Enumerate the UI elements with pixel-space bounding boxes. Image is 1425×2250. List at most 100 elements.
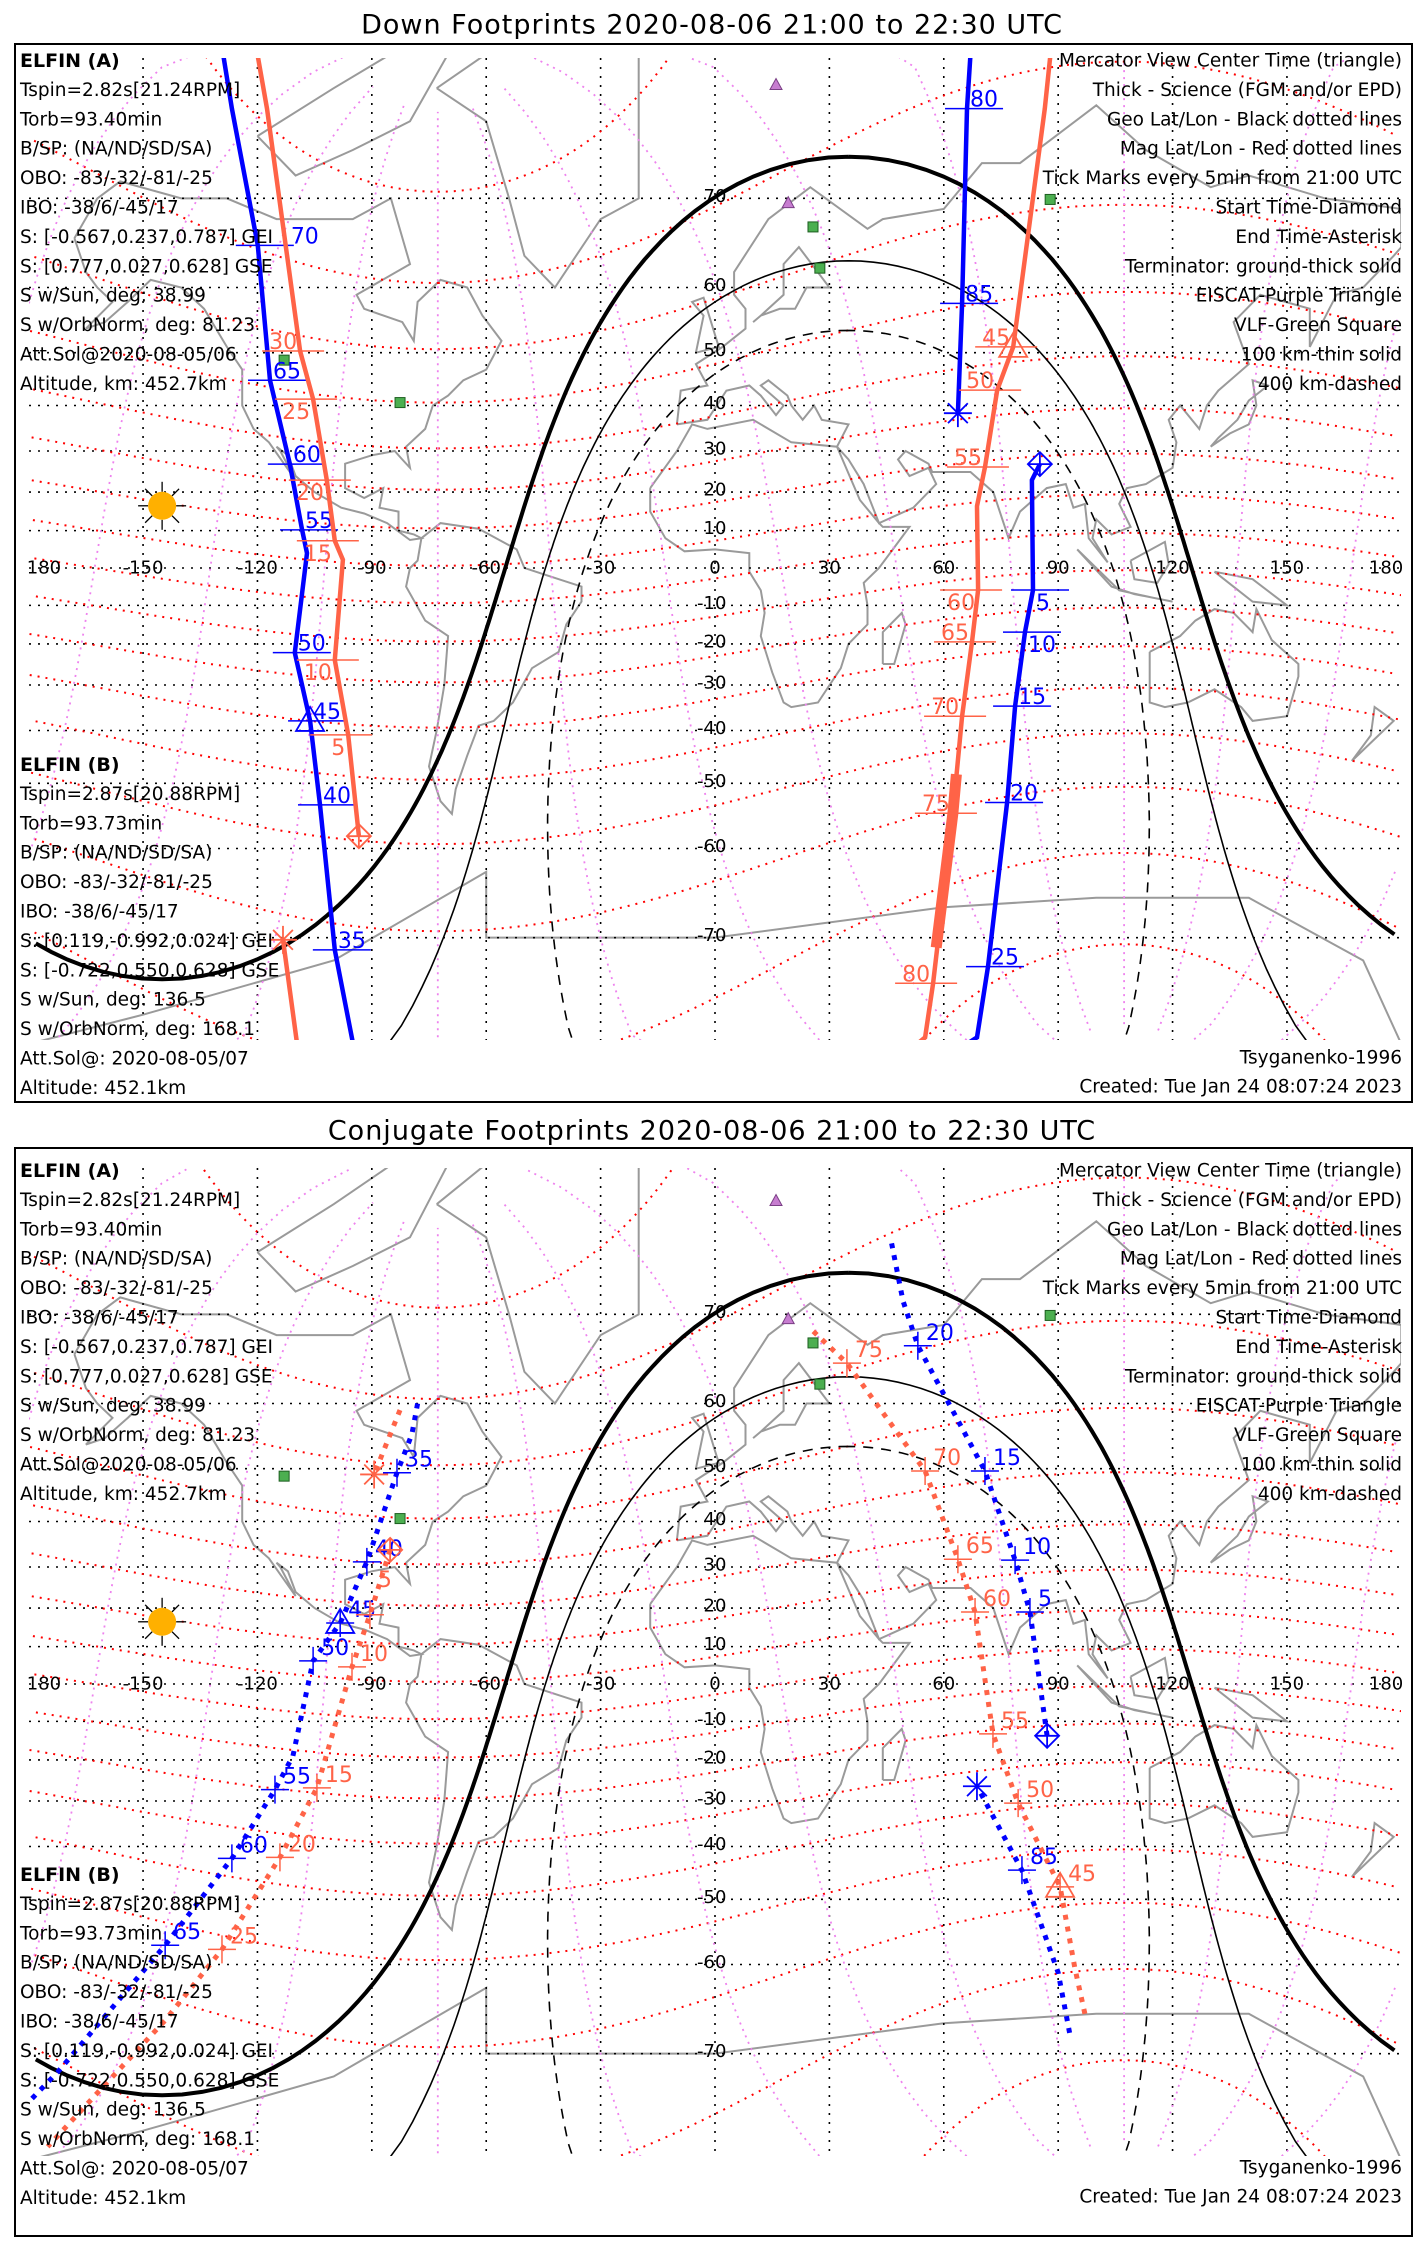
info-line: B/SP: (NA/ND/SD/SA)	[20, 843, 212, 864]
legend-item: Terminator: ground-thick solid	[1124, 1366, 1402, 1387]
info-line: B/SP: (NA/ND/SD/SA)	[20, 139, 212, 160]
mag-lon-line	[532, 58, 968, 1040]
coastline	[1213, 570, 1291, 607]
time-tick: 50	[959, 369, 1022, 394]
time-tick: 50	[299, 1636, 349, 1675]
coastline	[1148, 1721, 1300, 1838]
info-line: S: [0.777,0.027,0.628] GSE	[20, 256, 273, 277]
eiscat-triangle-icon	[769, 77, 783, 91]
tick-label: 50	[298, 632, 326, 657]
tick-label: 65	[966, 1534, 994, 1559]
tick-label: 20	[296, 481, 324, 506]
lat-label: 10	[704, 1634, 727, 1655]
eiscat-triangle-icon	[781, 195, 796, 209]
time-tick: 20	[903, 1321, 954, 1360]
time-tick: 80	[895, 962, 958, 987]
panel-title: Conjugate Footprints 2020-08-06 21:00 to…	[328, 1116, 1096, 1147]
mercator-map: 5101520354045505560658551015202545505560…	[29, 1168, 1401, 2156]
mag-lon-line	[29, 58, 1399, 1040]
info-line: IBO: -38/6/-45/17	[20, 2012, 179, 2033]
legend-item: Geo Lat/Lon - Black dotted lines	[1107, 109, 1402, 130]
tick-label: 40	[323, 784, 351, 809]
legend: Mercator View Center Time (triangle) Thic…	[1042, 1161, 1403, 1505]
legend-item: Start Time-Diamond	[1215, 198, 1402, 219]
legend-item: Tick Marks every 5min from 21:00 UTC	[1042, 168, 1402, 189]
info-line: S: [0.119,-0.992,0.024] GEI	[20, 2041, 273, 2062]
mag-lat-line	[31, 1523, 1397, 1607]
info-line: B/SP: (NA/ND/SD/SA)	[20, 1249, 212, 1270]
coastline	[405, 522, 583, 817]
tick-label: 20	[926, 1321, 954, 1346]
lat-label: 70	[704, 1302, 727, 1323]
lat-label: -30	[697, 673, 726, 694]
coastline	[1213, 1686, 1291, 1723]
time-tick: 25	[275, 398, 338, 425]
tick-label: 65	[273, 359, 301, 384]
coastline	[1148, 605, 1300, 722]
vlf-square-icon	[814, 1378, 826, 1390]
coastline	[1129, 1656, 1170, 1700]
track-line	[29, 1403, 421, 2104]
lat-label: 50	[704, 1456, 727, 1477]
time-tick: 25	[966, 946, 1025, 971]
info-line: Altitude: 452.1km	[20, 1078, 186, 1099]
info-line: Torb=93.73min	[19, 813, 162, 834]
tick-label: 15	[1018, 685, 1046, 710]
info-line: Tspin=2.87s[20.88RPM]	[19, 1894, 240, 1915]
lat-label: 40	[704, 393, 727, 414]
lon-label: 60	[932, 1674, 955, 1695]
mag-lat-line	[29, 1722, 1395, 1800]
end-asterisk-icon	[943, 399, 972, 428]
vlf-square-icon	[814, 262, 826, 274]
time-tick: 85	[1007, 1845, 1058, 1885]
info-line: Torb=93.40min	[19, 1219, 162, 1240]
time-tick: 85	[940, 282, 999, 307]
mag-lat-line	[29, 1406, 1396, 1520]
coastline	[690, 296, 721, 354]
lat-label: -20	[697, 1747, 726, 1768]
info-line: Att.Sol@2020-08-05/06	[20, 1455, 237, 1476]
info-line: Altitude: 452.1km	[20, 2188, 186, 2209]
time-tick: 65	[151, 1920, 201, 1960]
vlf-square-icon	[807, 221, 819, 233]
elfin-a-info: ELFIN (A) Tspin=2.82s[21.24RPM] Torb=93.40…	[19, 1160, 273, 1505]
time-tick: 60	[940, 589, 1003, 616]
tick-label: 70	[933, 1446, 961, 1471]
lon-label: 150	[1270, 558, 1304, 579]
coastline	[405, 1638, 583, 1933]
lon-label: 60	[932, 558, 955, 579]
tick-label: 50	[1026, 1778, 1054, 1803]
mag-lat-line	[35, 1685, 1401, 1759]
lat-label: 20	[704, 480, 727, 501]
coastline	[1129, 540, 1170, 584]
tick-label: 15	[993, 1446, 1021, 1471]
created-timestamp: Created: Tue Jan 24 08:07:24 2023	[1079, 1077, 1402, 1098]
time-tick: 75	[832, 1338, 883, 1378]
geo-grid	[29, 1168, 1401, 2156]
mag-lon-line	[1123, 58, 1125, 1025]
mag-grid	[29, 58, 1401, 1040]
satellite-name: ELFIN (A)	[20, 1160, 120, 1182]
tick-label: 5	[1038, 1587, 1052, 1612]
coastline	[256, 1168, 448, 1293]
mag-lon-line	[687, 58, 1057, 1040]
coastline	[1209, 1494, 1270, 1564]
tick-label: 25	[230, 1924, 258, 1949]
time-tick: 45	[1046, 1862, 1096, 1901]
time-tick: 45	[288, 700, 347, 725]
legend-item: Start Time-Diamond	[1215, 1308, 1402, 1329]
lon-label: -60	[472, 1674, 501, 1695]
elfin-b-info: ELFIN (B) Tspin=2.87s[20.88RPM] Torb=93.73…	[19, 754, 279, 1099]
coastline	[436, 58, 640, 290]
lat-label: -50	[697, 771, 726, 792]
mag-lat-line	[31, 407, 1397, 491]
lat-label: -70	[697, 2041, 726, 2062]
time-tick: 15	[993, 685, 1052, 710]
lon-label: -90	[357, 1674, 386, 1695]
coastline	[256, 58, 447, 177]
time-tick: 55	[280, 509, 339, 534]
lat-label: 40	[704, 1509, 727, 1530]
track-line	[974, 1785, 1073, 2034]
info-line: Att.Sol@: 2020-08-05/07	[20, 1049, 249, 1070]
